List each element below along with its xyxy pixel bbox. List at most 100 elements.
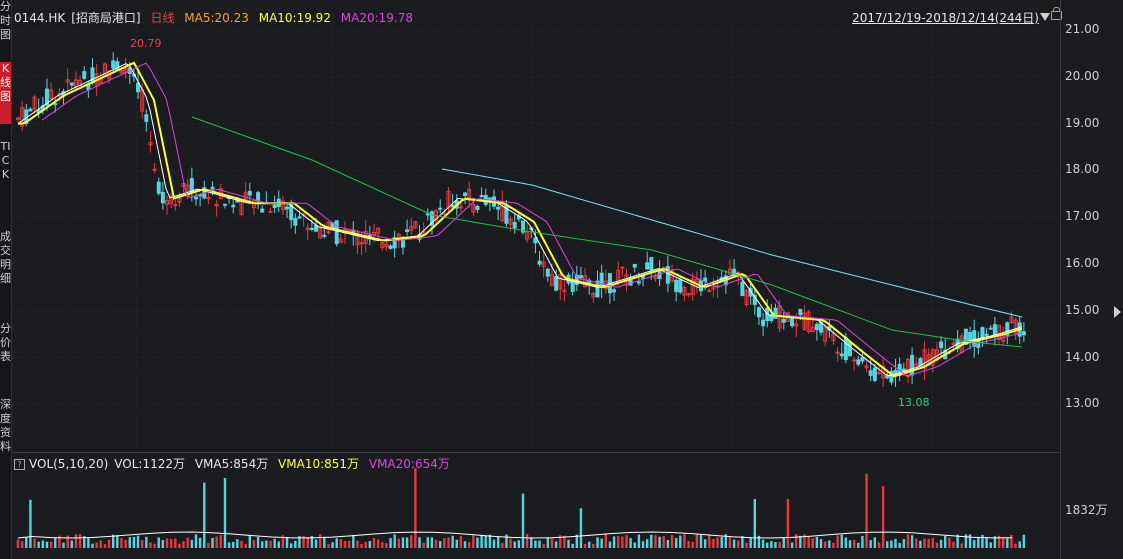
candle-body — [210, 186, 215, 190]
candle-body — [653, 275, 658, 280]
volume-bar — [674, 538, 678, 548]
candle-body — [471, 204, 476, 213]
candle-body — [193, 196, 198, 200]
volume-bar — [112, 534, 115, 548]
candle-body — [20, 107, 25, 127]
candle-body — [578, 275, 583, 279]
collapse-panel-icon[interactable] — [1114, 306, 1121, 318]
period-label[interactable]: 日线 — [150, 11, 175, 25]
volume-bar — [931, 537, 934, 548]
volume-bar — [397, 538, 401, 548]
volume-bar — [339, 539, 343, 548]
volume-bar — [124, 539, 127, 548]
candle-body — [334, 220, 339, 245]
candle-body — [678, 279, 683, 293]
candle-body — [371, 232, 376, 236]
volume-bar — [538, 540, 541, 548]
volume-bar — [145, 536, 148, 548]
candle-body — [392, 237, 397, 249]
candle-body — [773, 307, 778, 319]
candle-body — [752, 294, 757, 305]
y-tick-label: 21.00 — [1065, 22, 1100, 36]
candle-body — [231, 204, 236, 208]
volume-bar — [612, 536, 616, 548]
volume-bar — [16, 539, 20, 548]
candle-body — [781, 318, 786, 323]
candle-body — [521, 220, 525, 233]
date-range[interactable]: 2017/12/19-2018/12/14(244日) — [852, 11, 1039, 25]
volume-bar — [691, 541, 694, 548]
tab-kline[interactable]: K线图 — [0, 62, 11, 124]
volume-bar — [385, 542, 388, 548]
candle-body — [860, 356, 865, 362]
tab-timeshare[interactable]: 分时图 — [0, 0, 11, 41]
candle-body — [413, 221, 418, 229]
range-dropdown-icon[interactable] — [1040, 13, 1050, 21]
volume-bar — [174, 538, 177, 548]
candle-body — [595, 280, 600, 298]
volume-bar — [364, 541, 367, 548]
tab-trade-detail[interactable]: 成交明细 — [0, 230, 11, 285]
volume-bar — [459, 535, 463, 548]
volume-bar — [232, 541, 235, 548]
volume-bar — [455, 539, 458, 548]
volume-bar — [641, 541, 645, 548]
volume-bar — [857, 542, 860, 548]
volume-bar — [128, 537, 131, 548]
candle-body — [856, 359, 861, 365]
volume-bar — [724, 534, 728, 548]
y-tick-label: 14.00 — [1065, 349, 1100, 364]
volume-bar — [836, 535, 839, 548]
tab-depth-data[interactable]: 深度资料 — [0, 398, 11, 453]
candle-body — [562, 289, 567, 292]
volume-bar — [223, 477, 227, 548]
volume-bar — [761, 539, 765, 548]
volume-bar — [252, 540, 256, 548]
y-tick-label: 19.00 — [1065, 115, 1100, 130]
volume-bar — [745, 542, 748, 548]
volume-bar — [679, 535, 682, 548]
help-icon[interactable]: ? — [14, 459, 25, 470]
volume-bar — [33, 538, 36, 548]
candle-body — [889, 371, 894, 383]
candle-body — [152, 168, 157, 171]
volume-bar — [915, 538, 918, 548]
tab-price-table[interactable]: 分价表 — [0, 322, 11, 363]
y-tick-label: 20.00 — [1065, 68, 1100, 83]
volume-bar — [583, 543, 587, 548]
volume-bar — [579, 508, 583, 548]
tab-tick[interactable]: TICK — [0, 140, 11, 181]
volume-bar — [956, 534, 959, 548]
lock-icon[interactable] — [1051, 7, 1062, 20]
volume-bar — [596, 537, 599, 548]
volume-bar — [621, 536, 624, 548]
volume-bar — [480, 535, 483, 548]
candle-body — [591, 292, 596, 298]
candle-body — [318, 227, 323, 239]
volume-bar — [74, 534, 78, 548]
volume-bar — [335, 538, 338, 548]
ma20-label: MA20:19.78 — [340, 11, 414, 25]
moving-average-line — [17, 63, 1023, 377]
volume-bar — [720, 536, 723, 548]
volume-bar — [521, 493, 525, 548]
candle-body — [297, 216, 302, 219]
volume-bar — [1018, 541, 1021, 548]
candle-body — [533, 237, 538, 244]
volume-bar — [687, 540, 690, 548]
volume-bar — [410, 535, 413, 548]
candle-body — [53, 103, 58, 106]
volume-bar — [886, 541, 889, 548]
volume-bar — [790, 542, 794, 548]
candle-body — [450, 204, 455, 208]
volume-bar — [654, 535, 657, 548]
candle-body — [802, 312, 807, 330]
kline-chart[interactable] — [12, 0, 1060, 559]
volume-bar — [153, 543, 156, 548]
volume-bar — [906, 534, 910, 548]
candle-body — [1021, 331, 1026, 336]
volume-bar — [169, 538, 173, 548]
volume-bar — [865, 473, 868, 548]
candle-body — [65, 79, 70, 83]
candle-body — [512, 221, 517, 229]
